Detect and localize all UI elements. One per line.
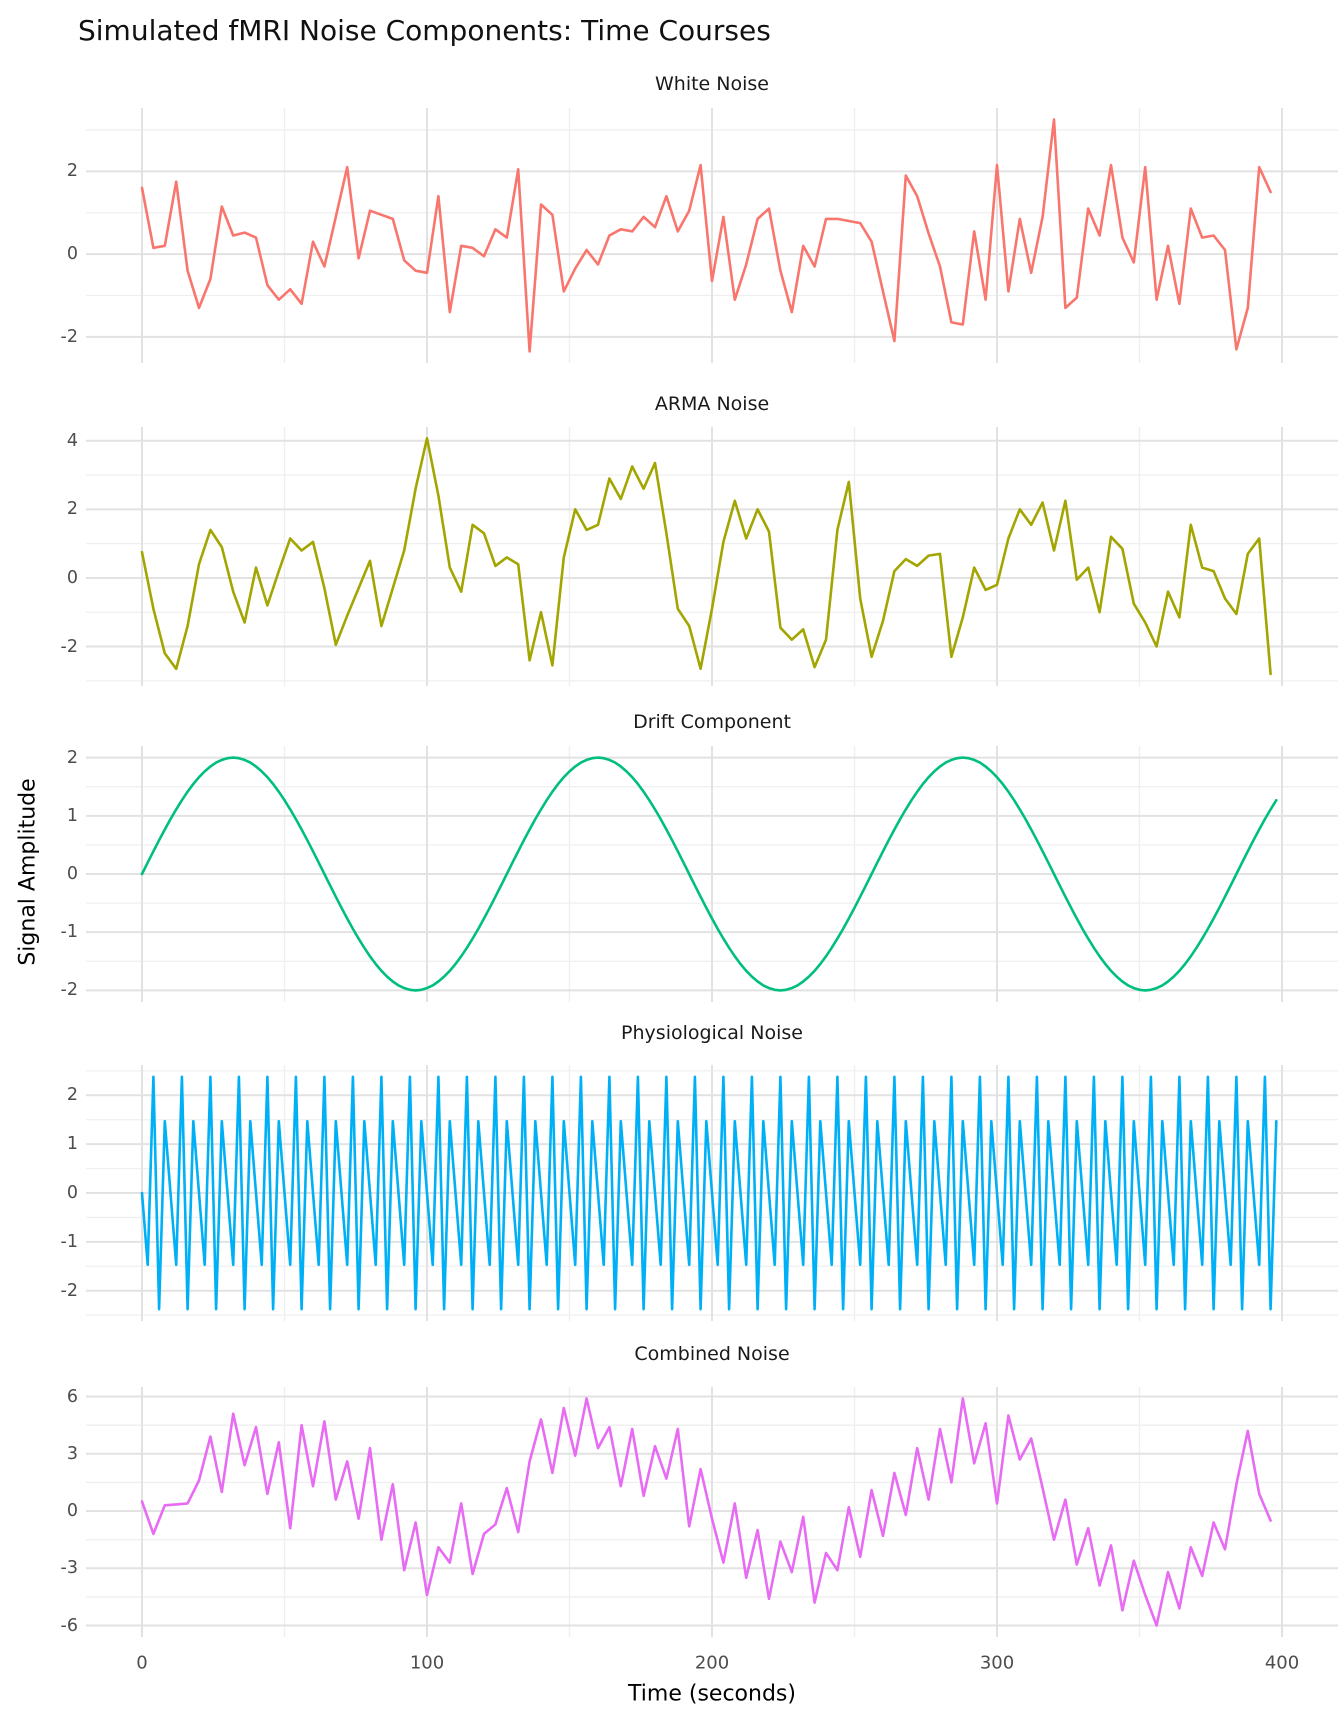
facet-title-arma: ARMA Noise — [654, 393, 770, 415]
x-tick-label: 200 — [694, 1652, 730, 1674]
y-tick-label: 2 — [66, 747, 78, 768]
y-tick-label: -6 — [60, 1615, 78, 1636]
y-tick-label: 4 — [66, 430, 78, 451]
y-tick-label: 0 — [66, 244, 78, 265]
facet-title-white: White Noise — [655, 73, 769, 95]
y-tick-label: -2 — [60, 326, 78, 347]
x-tick-label: 400 — [1264, 1652, 1300, 1674]
y-tick-label: 2 — [66, 161, 78, 182]
y-tick-label: -1 — [60, 1231, 78, 1252]
y-tick-label: 0 — [66, 1183, 78, 1203]
x-axis-title: Time (seconds) — [628, 1681, 796, 1707]
x-tick-label: 100 — [409, 1652, 445, 1674]
y-tick-label: 0 — [66, 567, 78, 588]
panel-combined — [86, 1387, 1338, 1637]
y-tick-label: -3 — [60, 1558, 78, 1579]
y-tick-label: -2 — [60, 1280, 78, 1301]
y-tick-label: 2 — [66, 499, 78, 520]
panel-arma — [86, 427, 1338, 686]
panel-white — [86, 108, 1338, 363]
y-tick-label: 1 — [66, 805, 78, 826]
x-tick-label: 300 — [979, 1652, 1015, 1674]
y-tick-label: -1 — [60, 922, 78, 943]
y-tick-label: 3 — [66, 1443, 78, 1464]
noise-line-physiological — [140, 1075, 1278, 1311]
noise-line-white — [140, 118, 1272, 353]
y-tick-label: 0 — [66, 1501, 78, 1522]
plot-title: Simulated fMRI Noise Components: Time Co… — [78, 14, 771, 47]
y-tick-label: -2 — [60, 980, 78, 1001]
noise-line-arma — [140, 437, 1272, 676]
panel-physiological — [86, 1065, 1338, 1321]
noise-line-combined — [140, 1397, 1272, 1627]
y-tick-label: 0 — [66, 864, 78, 884]
y-tick-label: 6 — [66, 1386, 78, 1407]
facet-title-drift: Drift Component — [633, 711, 791, 733]
facet-title-physiological: Physiological Noise — [621, 1022, 803, 1044]
facet-title-combined: Combined Noise — [634, 1343, 790, 1365]
y-tick-label: 2 — [66, 1085, 78, 1106]
x-tick-label: 0 — [136, 1652, 148, 1674]
panel-drift — [86, 746, 1338, 1002]
y-axis-title: Signal Amplitude — [15, 778, 41, 966]
noise-line-drift — [140, 756, 1278, 992]
y-tick-label: 1 — [66, 1134, 78, 1155]
y-tick-label: -2 — [60, 636, 78, 657]
